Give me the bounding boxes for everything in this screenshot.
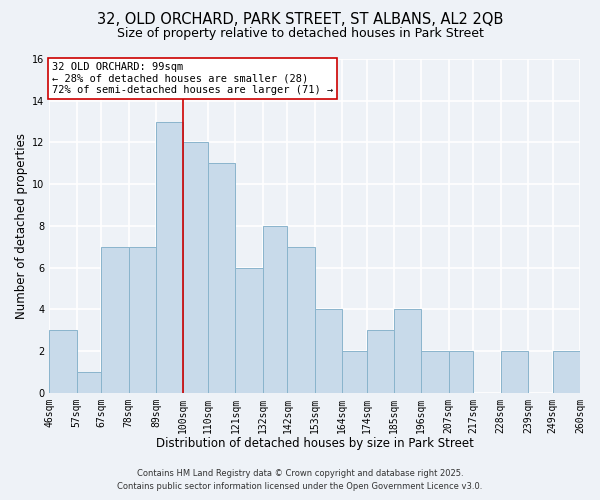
Bar [553, 351, 580, 393]
Text: Contains HM Land Registry data © Crown copyright and database right 2025.
Contai: Contains HM Land Registry data © Crown c… [118, 470, 482, 491]
Text: 32 OLD ORCHARD: 99sqm
← 28% of detached houses are smaller (28)
72% of semi-deta: 32 OLD ORCHARD: 99sqm ← 28% of detached … [52, 62, 333, 96]
Bar [49, 330, 77, 392]
Bar [101, 246, 129, 392]
Bar [77, 372, 101, 392]
Bar [156, 122, 183, 392]
Bar [287, 246, 315, 392]
X-axis label: Distribution of detached houses by size in Park Street: Distribution of detached houses by size … [156, 437, 473, 450]
Bar [342, 351, 367, 393]
Bar [421, 351, 449, 393]
Bar [129, 246, 156, 392]
Y-axis label: Number of detached properties: Number of detached properties [15, 133, 28, 319]
Bar [367, 330, 394, 392]
Bar [394, 310, 421, 392]
Bar [263, 226, 287, 392]
Bar [208, 164, 235, 392]
Bar [500, 351, 528, 393]
Text: 32, OLD ORCHARD, PARK STREET, ST ALBANS, AL2 2QB: 32, OLD ORCHARD, PARK STREET, ST ALBANS,… [97, 12, 503, 28]
Bar [449, 351, 473, 393]
Text: Size of property relative to detached houses in Park Street: Size of property relative to detached ho… [116, 28, 484, 40]
Bar [235, 268, 263, 392]
Bar [315, 310, 342, 392]
Bar [183, 142, 208, 392]
